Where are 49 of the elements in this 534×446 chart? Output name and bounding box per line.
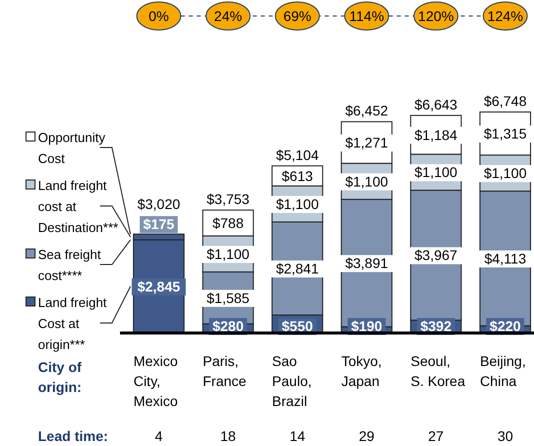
data-label: $392 [420,318,452,334]
legend-label: Land freight cost at Destination*** [38,178,118,235]
text: 18 [220,428,236,444]
text: 27 [428,428,444,444]
data-label: $175 [143,216,175,232]
x-axis-title: City of origin: [38,359,82,395]
x-tick-label: Seoul, S. Korea [410,353,466,389]
total-label: $3,020 [137,196,180,212]
data-label: $1,100 [414,164,458,180]
data-label: $3,967 [414,247,458,264]
total-label: $6,452 [345,102,388,119]
data-label: $1,315 [484,126,527,142]
legend-label: Sea freight cost**** [38,247,102,283]
text: 124% [487,8,524,24]
text: 29 [358,428,375,444]
text: 14 [290,428,306,444]
text: 69% [283,8,312,24]
total-label: $6,643 [414,96,458,112]
x-tick-label: Tokyo, Japan [341,353,382,389]
text: Lead time: [38,428,108,444]
total-label: $3,753 [206,191,250,208]
data-label: $613 [282,168,314,184]
text: 4 [154,428,163,444]
data-label: $1,100 [276,196,319,212]
text: 30 [497,428,514,444]
data-label: $1,585 [206,290,250,306]
data-label: $788 [212,214,244,231]
data-label: $1,100 [206,246,250,262]
legend-label: Opportunity Cost [38,130,106,166]
data-label: $1,100 [345,173,388,190]
data-label: $4,113 [484,250,526,266]
data-label: $3,891 [345,255,388,272]
data-label: $1,184 [414,126,458,143]
text: 24% [214,8,242,24]
text: 0% [148,8,169,24]
total-label: $5,104 [276,146,319,163]
x-tick-label: Beijing, China [480,353,526,389]
x-tick-label: Paris, France [202,353,247,389]
data-label: $550 [282,318,314,334]
data-label: $1,271 [345,134,388,151]
x-tick-label: Mexico City, Mexico [133,353,178,409]
data-label: $1,100 [484,165,527,182]
text: 114% [349,8,384,24]
legend-label: Land freight Cost at origin*** [38,295,108,352]
text: 120% [418,8,454,24]
data-label: $2,845 [137,278,180,294]
total-label: $6,748 [484,93,527,109]
data-label: $2,841 [276,260,319,276]
x-tick-label: Sao Paulo, Brazil [272,353,312,409]
